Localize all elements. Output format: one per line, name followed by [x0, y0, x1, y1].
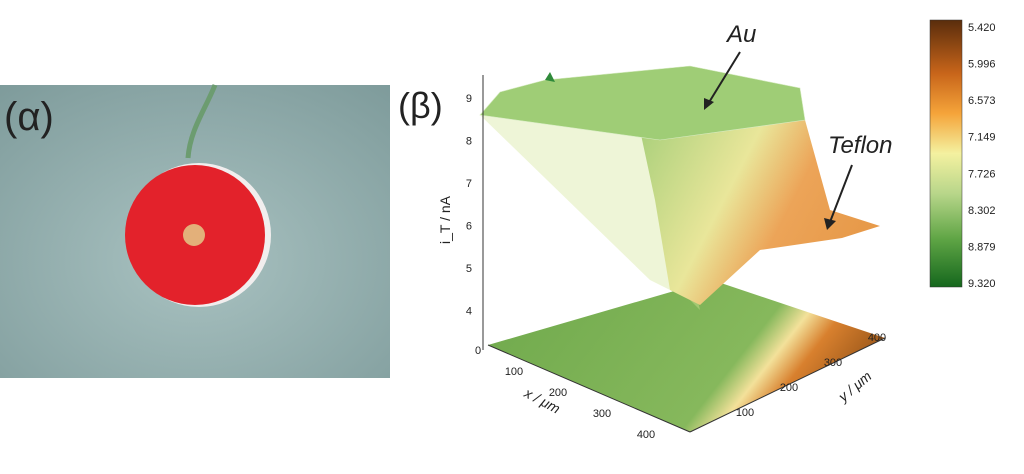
- tick-label: 200: [780, 382, 798, 394]
- tick-label: 400: [637, 429, 655, 441]
- tick-label: 4: [466, 306, 472, 318]
- tick-label: 5.420: [968, 22, 996, 34]
- tick-label: 7.149: [968, 132, 996, 144]
- tick-label: 100: [505, 366, 523, 378]
- surface-wall: [640, 120, 880, 305]
- y-axis-title: y / μm: [834, 368, 874, 406]
- arrow: [829, 164, 853, 223]
- x-axis: [487, 344, 691, 433]
- tick-label: 7: [466, 178, 472, 190]
- photo-panel: (α): [0, 84, 390, 378]
- arrowhead: [824, 218, 836, 230]
- tick-label: 300: [824, 357, 842, 369]
- tick-label: 8.879: [968, 241, 996, 253]
- peak: [545, 72, 555, 82]
- tick-label: 8: [466, 136, 472, 148]
- tick-label: 9.320: [968, 278, 996, 290]
- panel-label: (β): [398, 85, 443, 126]
- y-axis: [689, 337, 886, 433]
- tick-label: 100: [736, 407, 754, 419]
- tick-label: 6.573: [968, 95, 996, 107]
- tick-label: 9: [466, 93, 472, 105]
- tick-label: 0: [475, 345, 481, 357]
- surface-top: [479, 65, 806, 141]
- arrowhead: [704, 98, 714, 110]
- annotation: Teflon: [828, 132, 893, 159]
- arrow: [707, 51, 741, 105]
- panel-label: (α): [4, 95, 54, 139]
- floor: [488, 280, 885, 432]
- annotation: Au: [725, 21, 756, 48]
- plot-panel: (β) 9 8 7 6 5 4 i_T / nA 0 100 200 300 400 100 200 3…: [398, 19, 996, 441]
- wire: [185, 84, 218, 159]
- z-axis-title: i_T / nA: [437, 195, 453, 244]
- shade: [480, 115, 700, 310]
- tick-label: 200: [549, 387, 567, 399]
- colorbar: [929, 19, 963, 288]
- tick-label: 7.726: [968, 168, 996, 180]
- tick-label: 5: [466, 263, 472, 275]
- tick-label: 8.302: [968, 205, 996, 217]
- tick-label: 300: [593, 408, 611, 420]
- tick-label: 6: [466, 221, 472, 233]
- tick-label: 400: [868, 332, 886, 344]
- electrode: [183, 224, 205, 246]
- tick-label: 5.996: [968, 59, 996, 71]
